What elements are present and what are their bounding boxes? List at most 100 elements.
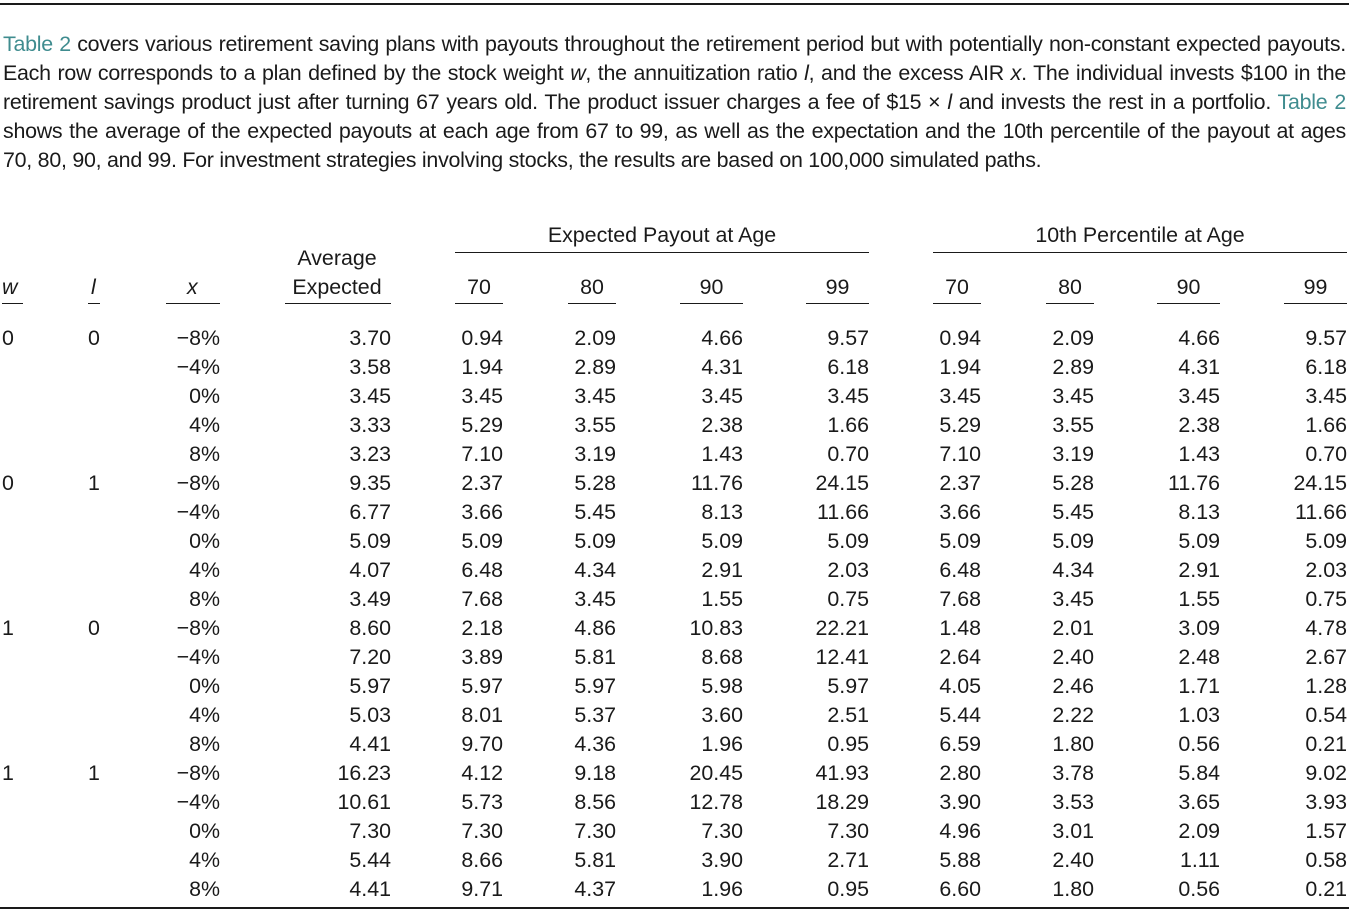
cell-x: 0% [189, 529, 220, 553]
cell-expected-80: 5.81 [574, 645, 616, 669]
cell-expected-99: 0.95 [827, 732, 869, 756]
cell-percentile-99: 0.54 [1305, 703, 1347, 727]
cell-percentile-70: 1.48 [939, 616, 981, 640]
cell-expected-80: 7.30 [574, 819, 616, 843]
cell-average-expected: 3.49 [349, 587, 391, 611]
cell-expected-90: 2.91 [701, 558, 743, 582]
cell-w: 1 [2, 616, 14, 640]
cell-percentile-99: 0.58 [1305, 848, 1347, 872]
cell-percentile-99: 6.18 [1305, 355, 1347, 379]
cell-percentile-80: 3.01 [1052, 819, 1094, 843]
group-rule-expected [455, 252, 869, 253]
cell-percentile-90: 2.38 [1178, 413, 1220, 437]
top-rule [0, 3, 1349, 5]
cell-percentile-99: 5.09 [1305, 529, 1347, 553]
expected-age-header: 70 [467, 275, 491, 299]
cell-percentile-70: 3.90 [939, 790, 981, 814]
column-rule-l [88, 303, 100, 304]
cell-percentile-80: 5.28 [1052, 471, 1094, 495]
table-reference-link[interactable]: Table 2 [3, 32, 71, 56]
cell-percentile-90: 3.45 [1178, 384, 1220, 408]
cell-average-expected: 7.20 [349, 645, 391, 669]
cell-x: 8% [189, 732, 220, 756]
cell-x: 0% [189, 384, 220, 408]
cell-expected-70: 7.68 [461, 587, 503, 611]
cell-x: 4% [189, 413, 220, 437]
cell-average-expected: 5.09 [349, 529, 391, 553]
cell-expected-90: 1.43 [701, 442, 743, 466]
cell-x: −4% [176, 790, 220, 814]
cell-x: −4% [176, 355, 220, 379]
group-header-10th-percentile: 10th Percentile at Age [1035, 223, 1245, 247]
cell-expected-99: 41.93 [815, 761, 869, 785]
cell-expected-70: 7.10 [461, 442, 503, 466]
cell-expected-70: 5.29 [461, 413, 503, 437]
cell-percentile-99: 1.28 [1305, 674, 1347, 698]
cell-x: 8% [189, 587, 220, 611]
caption-text: shows the average of the expected payout… [3, 119, 1346, 172]
cell-x: −8% [176, 761, 220, 785]
group-rule-percentile [933, 252, 1347, 253]
percentile-age-header: 99 [1303, 275, 1328, 299]
cell-percentile-90: 8.13 [1178, 500, 1220, 524]
cell-expected-90: 5.09 [701, 529, 743, 553]
cell-percentile-99: 11.66 [1295, 500, 1347, 524]
age-header-rule [568, 303, 616, 304]
column-rule-w [2, 303, 23, 304]
cell-percentile-80: 3.78 [1052, 761, 1094, 785]
cell-expected-99: 5.09 [827, 529, 869, 553]
cell-expected-70: 9.71 [461, 877, 503, 901]
cell-expected-70: 0.94 [461, 326, 503, 350]
percentile-age-header: 90 [1176, 275, 1201, 299]
cell-percentile-90: 5.09 [1178, 529, 1220, 553]
bottom-rule [0, 907, 1349, 909]
cell-x: 4% [189, 558, 220, 582]
cell-percentile-80: 3.45 [1052, 587, 1094, 611]
cell-percentile-99: 9.57 [1305, 326, 1347, 350]
table-caption: Table 2 covers various retirement saving… [3, 30, 1346, 175]
caption-var-l: l [804, 61, 809, 85]
age-header-rule [680, 303, 743, 304]
cell-average-expected: 3.58 [349, 355, 391, 379]
cell-percentile-80: 2.89 [1052, 355, 1094, 379]
cell-x: −4% [176, 645, 220, 669]
cell-percentile-80: 1.80 [1052, 732, 1094, 756]
cell-x: −4% [176, 500, 220, 524]
cell-expected-80: 4.37 [574, 877, 616, 901]
caption-text: covers various retirement saving plans w… [3, 32, 1346, 85]
cell-percentile-80: 2.01 [1052, 616, 1094, 640]
age-header-rule [1157, 303, 1220, 304]
cell-l: 1 [88, 761, 100, 785]
cell-percentile-99: 1.66 [1305, 413, 1347, 437]
cell-l: 0 [88, 616, 100, 640]
cell-percentile-90: 3.65 [1178, 790, 1220, 814]
cell-expected-99: 7.30 [827, 819, 869, 843]
cell-expected-99: 24.15 [815, 471, 869, 495]
cell-l: 0 [88, 326, 100, 350]
cell-percentile-99: 3.45 [1305, 384, 1347, 408]
cell-percentile-70: 6.48 [939, 558, 981, 582]
cell-average-expected: 7.30 [349, 819, 391, 843]
cell-x: 8% [189, 877, 220, 901]
cell-x: 8% [189, 442, 220, 466]
cell-percentile-70: 5.09 [939, 529, 981, 553]
cell-percentile-70: 3.66 [939, 500, 981, 524]
cell-percentile-90: 11.76 [1168, 471, 1220, 495]
table-reference-link[interactable]: Table 2 [1277, 90, 1347, 114]
cell-percentile-99: 0.21 [1305, 732, 1347, 756]
age-header-rule [806, 303, 869, 304]
column-header-x: x [187, 275, 198, 299]
cell-average-expected: 5.03 [349, 703, 391, 727]
cell-expected-90: 10.83 [689, 616, 743, 640]
cell-percentile-99: 0.70 [1305, 442, 1347, 466]
column-header-average-expected: Average Expected [283, 244, 391, 302]
cell-percentile-80: 2.40 [1052, 645, 1094, 669]
cell-expected-90: 8.68 [701, 645, 743, 669]
cell-expected-99: 0.70 [827, 442, 869, 466]
cell-percentile-70: 5.88 [939, 848, 981, 872]
group-header-expected-payout: Expected Payout at Age [547, 223, 777, 247]
cell-expected-70: 8.66 [461, 848, 503, 872]
cell-expected-99: 0.75 [827, 587, 869, 611]
age-header-rule [1046, 303, 1094, 304]
cell-percentile-70: 7.10 [939, 442, 981, 466]
